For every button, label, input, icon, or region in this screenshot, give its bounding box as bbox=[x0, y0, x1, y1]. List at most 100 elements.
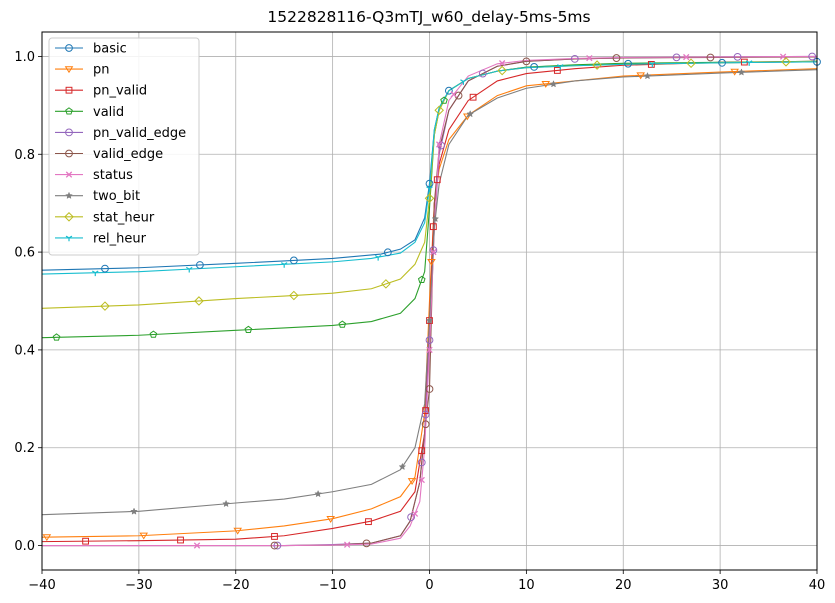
x-tick-label: −20 bbox=[222, 578, 249, 593]
y-tick-label: 0.6 bbox=[14, 246, 35, 261]
legend-label: rel_heur bbox=[93, 231, 147, 246]
data-point-marker bbox=[553, 67, 561, 74]
series-line-pn-valid bbox=[41, 60, 818, 543]
data-point-marker bbox=[745, 60, 753, 66]
legend-label: pn_valid bbox=[93, 84, 147, 99]
legend-marker bbox=[65, 149, 73, 158]
series-markers-basic bbox=[101, 57, 821, 273]
data-point-marker bbox=[718, 58, 726, 67]
legend-label: pn_valid_edge bbox=[93, 126, 186, 141]
data-point-marker bbox=[672, 53, 681, 62]
data-point-marker bbox=[466, 109, 475, 118]
legend-item-valid: valid bbox=[55, 105, 124, 120]
data-point-marker bbox=[421, 410, 430, 419]
data-point-marker bbox=[52, 333, 61, 341]
legend-label: valid_edge bbox=[93, 147, 163, 162]
data-point-marker bbox=[733, 52, 742, 61]
y-tick-label: 0.8 bbox=[14, 148, 35, 163]
series-markers-rel-heur bbox=[92, 60, 753, 277]
data-point-marker bbox=[193, 542, 201, 549]
data-point-marker bbox=[407, 513, 415, 522]
data-point-marker bbox=[362, 539, 371, 548]
x-tick-label: −40 bbox=[28, 578, 55, 593]
legend-item-two-bit: two_bit bbox=[55, 189, 140, 204]
data-point-marker bbox=[643, 71, 652, 80]
data-point-marker bbox=[647, 61, 655, 68]
data-point-marker bbox=[737, 68, 746, 76]
x-tick-label: 30 bbox=[712, 578, 729, 593]
data-point-marker bbox=[808, 52, 817, 61]
data-point-marker bbox=[425, 179, 434, 188]
legend-label: valid bbox=[93, 105, 124, 120]
data-point-marker bbox=[522, 57, 531, 66]
data-point-marker bbox=[436, 141, 443, 148]
legend-box bbox=[48, 37, 200, 256]
data-point-marker bbox=[431, 214, 440, 223]
data-point-marker bbox=[730, 68, 739, 76]
series-markers-pn bbox=[42, 68, 739, 542]
data-point-marker bbox=[450, 91, 457, 98]
data-point-marker bbox=[478, 69, 487, 78]
data-point-marker bbox=[374, 254, 382, 261]
data-point-marker bbox=[398, 462, 407, 471]
data-point-marker bbox=[426, 186, 433, 192]
data-point-marker bbox=[365, 518, 372, 526]
y-tick-label: 0.0 bbox=[14, 539, 35, 554]
data-point-marker bbox=[683, 53, 690, 61]
legend-label: stat_heur bbox=[93, 210, 155, 225]
data-point-marker bbox=[706, 53, 715, 62]
data-point-marker bbox=[271, 533, 278, 540]
data-point-marker bbox=[462, 113, 472, 121]
data-point-marker bbox=[289, 290, 299, 301]
x-tick-label: −30 bbox=[125, 578, 152, 593]
legend-label: status bbox=[93, 168, 133, 183]
data-point-marker bbox=[139, 532, 149, 540]
data-point-marker bbox=[440, 96, 448, 104]
data-point-marker bbox=[549, 80, 558, 88]
data-point-marker bbox=[430, 248, 437, 256]
series-markers-status bbox=[193, 53, 787, 549]
data-point-marker bbox=[636, 72, 645, 80]
data-point-marker bbox=[649, 61, 656, 68]
y-tick-label: 1.0 bbox=[14, 50, 35, 65]
data-point-marker bbox=[444, 86, 453, 95]
legend-item-basic: basic bbox=[55, 42, 127, 57]
legend-marker bbox=[65, 128, 73, 137]
data-point-marker bbox=[130, 507, 138, 515]
legend-item-stat-heur: stat_heur bbox=[55, 210, 155, 225]
data-point-marker bbox=[411, 510, 419, 517]
data-point-marker bbox=[92, 270, 99, 277]
data-point-marker bbox=[612, 54, 621, 62]
legend-marker bbox=[64, 212, 74, 222]
data-point-marker bbox=[417, 275, 426, 283]
data-point-marker bbox=[417, 458, 426, 467]
legend-marker bbox=[65, 191, 73, 199]
data-point-marker bbox=[100, 301, 110, 311]
y-tick-label: 0.4 bbox=[14, 343, 35, 358]
data-point-marker bbox=[541, 80, 551, 88]
data-point-marker bbox=[407, 478, 417, 485]
data-point-marker bbox=[624, 59, 632, 68]
series-markers bbox=[42, 52, 821, 550]
data-point-marker bbox=[425, 336, 434, 345]
data-point-marker bbox=[498, 60, 506, 67]
legend-marker bbox=[65, 86, 73, 94]
data-point-marker bbox=[460, 79, 467, 85]
data-point-marker bbox=[421, 420, 430, 429]
legend-item-valid-edge: valid_edge bbox=[55, 147, 163, 162]
data-point-marker bbox=[177, 536, 184, 544]
data-point-marker bbox=[429, 223, 437, 231]
data-point-marker bbox=[101, 264, 109, 273]
legend-item-pn: pn bbox=[55, 63, 110, 78]
data-point-marker bbox=[82, 537, 89, 545]
legend-item-rel-heur: rel_heur bbox=[55, 231, 147, 246]
data-point-marker bbox=[592, 60, 602, 70]
data-point-marker bbox=[427, 258, 436, 266]
series-markers-valid-edge bbox=[270, 53, 715, 550]
legend-label: pn bbox=[93, 63, 110, 78]
legend-marker bbox=[65, 171, 73, 178]
legend-marker bbox=[64, 66, 74, 74]
data-point-marker bbox=[686, 58, 696, 69]
data-point-marker bbox=[244, 325, 253, 333]
